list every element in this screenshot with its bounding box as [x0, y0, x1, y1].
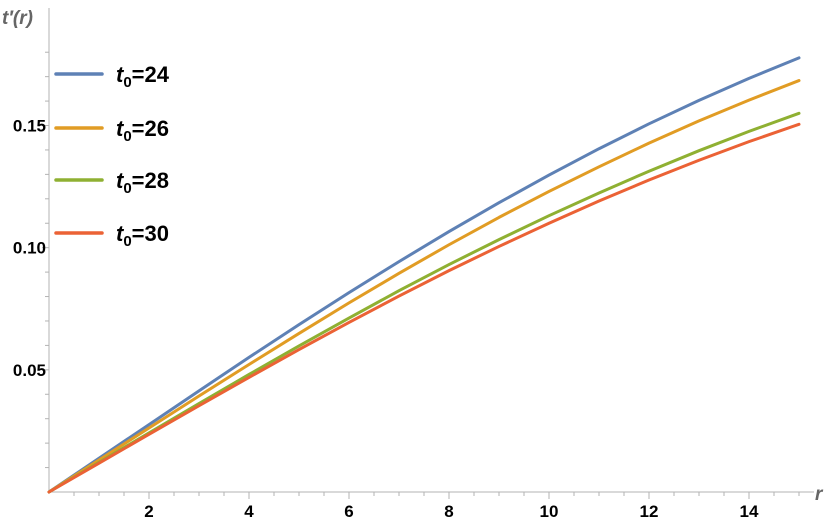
legend-label: t0=26	[116, 116, 169, 145]
series-line-t0=30	[47, 122, 801, 494]
series-line-t0=28	[47, 111, 801, 494]
y-tick-label: 0.05	[13, 361, 46, 380]
x-tick-label: 2	[144, 502, 153, 521]
axes	[48, 8, 814, 493]
x-tick-label: 14	[740, 502, 759, 521]
x-tick-label: 8	[444, 502, 453, 521]
legend-label: t0=24	[116, 62, 170, 91]
ticks: 2 4 6 8 10 12 14 0.05 0.10 0.15	[13, 51, 800, 521]
legend: t0=24 t0=26 t0=28 t0=30	[54, 62, 170, 250]
series-line-t0=26	[47, 79, 801, 494]
series-lines	[47, 56, 801, 494]
x-axis-label: r	[815, 484, 824, 505]
x-tick-label: 12	[640, 502, 659, 521]
y-tick-label: 0.10	[13, 239, 46, 258]
legend-label: t0=30	[116, 221, 169, 250]
x-tick-label: 6	[344, 502, 353, 521]
series-line-t0=24	[47, 56, 801, 494]
y-axis-label: t′(r)	[2, 8, 33, 29]
legend-label: t0=28	[116, 168, 169, 197]
x-tick-label: 10	[540, 502, 559, 521]
y-tick-label: 0.15	[13, 117, 46, 136]
x-tick-label: 4	[244, 502, 254, 521]
